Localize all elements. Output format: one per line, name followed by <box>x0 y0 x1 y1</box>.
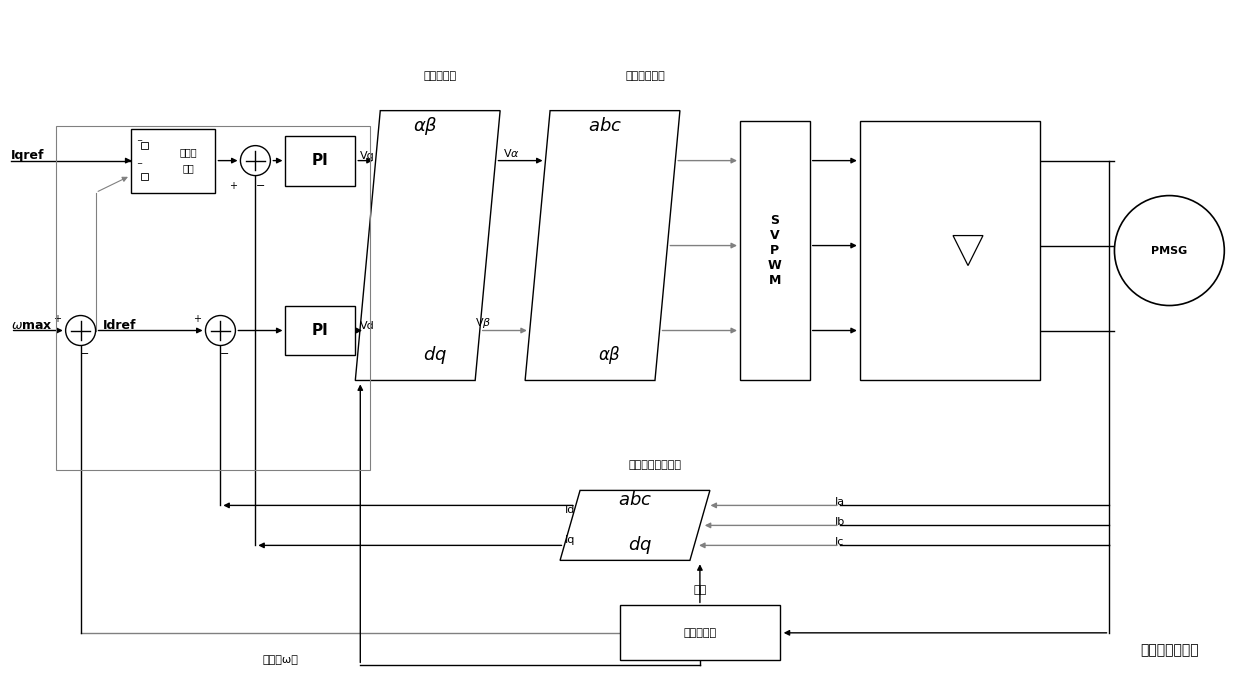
Text: 速度（ω）: 速度（ω） <box>263 655 299 665</box>
Polygon shape <box>356 111 500 381</box>
Circle shape <box>1115 196 1224 305</box>
Text: ─: ─ <box>138 160 141 167</box>
Circle shape <box>206 316 236 346</box>
Text: 霍尔传感器: 霍尔传感器 <box>683 628 717 638</box>
Bar <box>140 173 148 180</box>
Text: ─: ─ <box>138 138 141 144</box>
Text: 永磁同步发电机: 永磁同步发电机 <box>1140 643 1199 657</box>
Text: $\alpha\beta$: $\alpha\beta$ <box>599 345 621 366</box>
Text: 输出较: 输出较 <box>179 148 197 158</box>
Text: 克拉克和帕克变换: 克拉克和帕克变换 <box>629 460 682 471</box>
Text: $abc$: $abc$ <box>618 491 652 509</box>
Polygon shape <box>954 236 983 265</box>
Polygon shape <box>560 491 709 560</box>
Text: $\omega$max: $\omega$max <box>11 319 52 332</box>
Text: +: + <box>52 314 61 323</box>
Text: V$\alpha$: V$\alpha$ <box>503 146 520 159</box>
Text: S
V
P
W
M: S V P W M <box>768 214 781 287</box>
Text: −: − <box>219 350 229 359</box>
Bar <box>285 135 356 186</box>
Text: 帕克逆变换: 帕克逆变换 <box>424 70 456 81</box>
Text: Ib: Ib <box>835 518 844 527</box>
Text: Id: Id <box>564 505 575 515</box>
Text: PI: PI <box>312 323 329 338</box>
Bar <box>620 605 780 661</box>
Text: +: + <box>193 314 201 323</box>
Text: $abc$: $abc$ <box>588 117 622 135</box>
Text: Iq: Iq <box>564 536 575 545</box>
Text: V$\beta$: V$\beta$ <box>475 316 491 330</box>
Text: PI: PI <box>312 153 329 168</box>
Text: PMSG: PMSG <box>1151 245 1188 256</box>
Text: Ia: Ia <box>835 498 844 507</box>
Text: $dq$: $dq$ <box>423 345 448 366</box>
Circle shape <box>66 316 95 346</box>
Text: Idref: Idref <box>103 319 136 332</box>
Text: $dq$: $dq$ <box>627 534 652 556</box>
Bar <box>56 126 371 471</box>
Text: $\alpha\beta$: $\alpha\beta$ <box>413 115 438 137</box>
Polygon shape <box>525 111 680 381</box>
Text: 克拉克逆变换: 克拉克逆变换 <box>625 70 665 81</box>
Text: Vd: Vd <box>361 321 374 330</box>
Text: 小值: 小值 <box>182 164 193 173</box>
Text: −: − <box>255 180 265 191</box>
Text: Iqref: Iqref <box>11 149 45 162</box>
Text: Ic: Ic <box>835 538 844 547</box>
Bar <box>285 305 356 355</box>
Text: −: − <box>79 350 89 359</box>
Bar <box>140 142 148 149</box>
Text: Vq: Vq <box>361 151 374 160</box>
Bar <box>859 121 1039 381</box>
Bar <box>740 121 810 381</box>
Text: +: + <box>229 180 237 191</box>
Circle shape <box>241 146 270 176</box>
Bar <box>130 129 216 193</box>
Text: 位置: 位置 <box>693 585 707 596</box>
